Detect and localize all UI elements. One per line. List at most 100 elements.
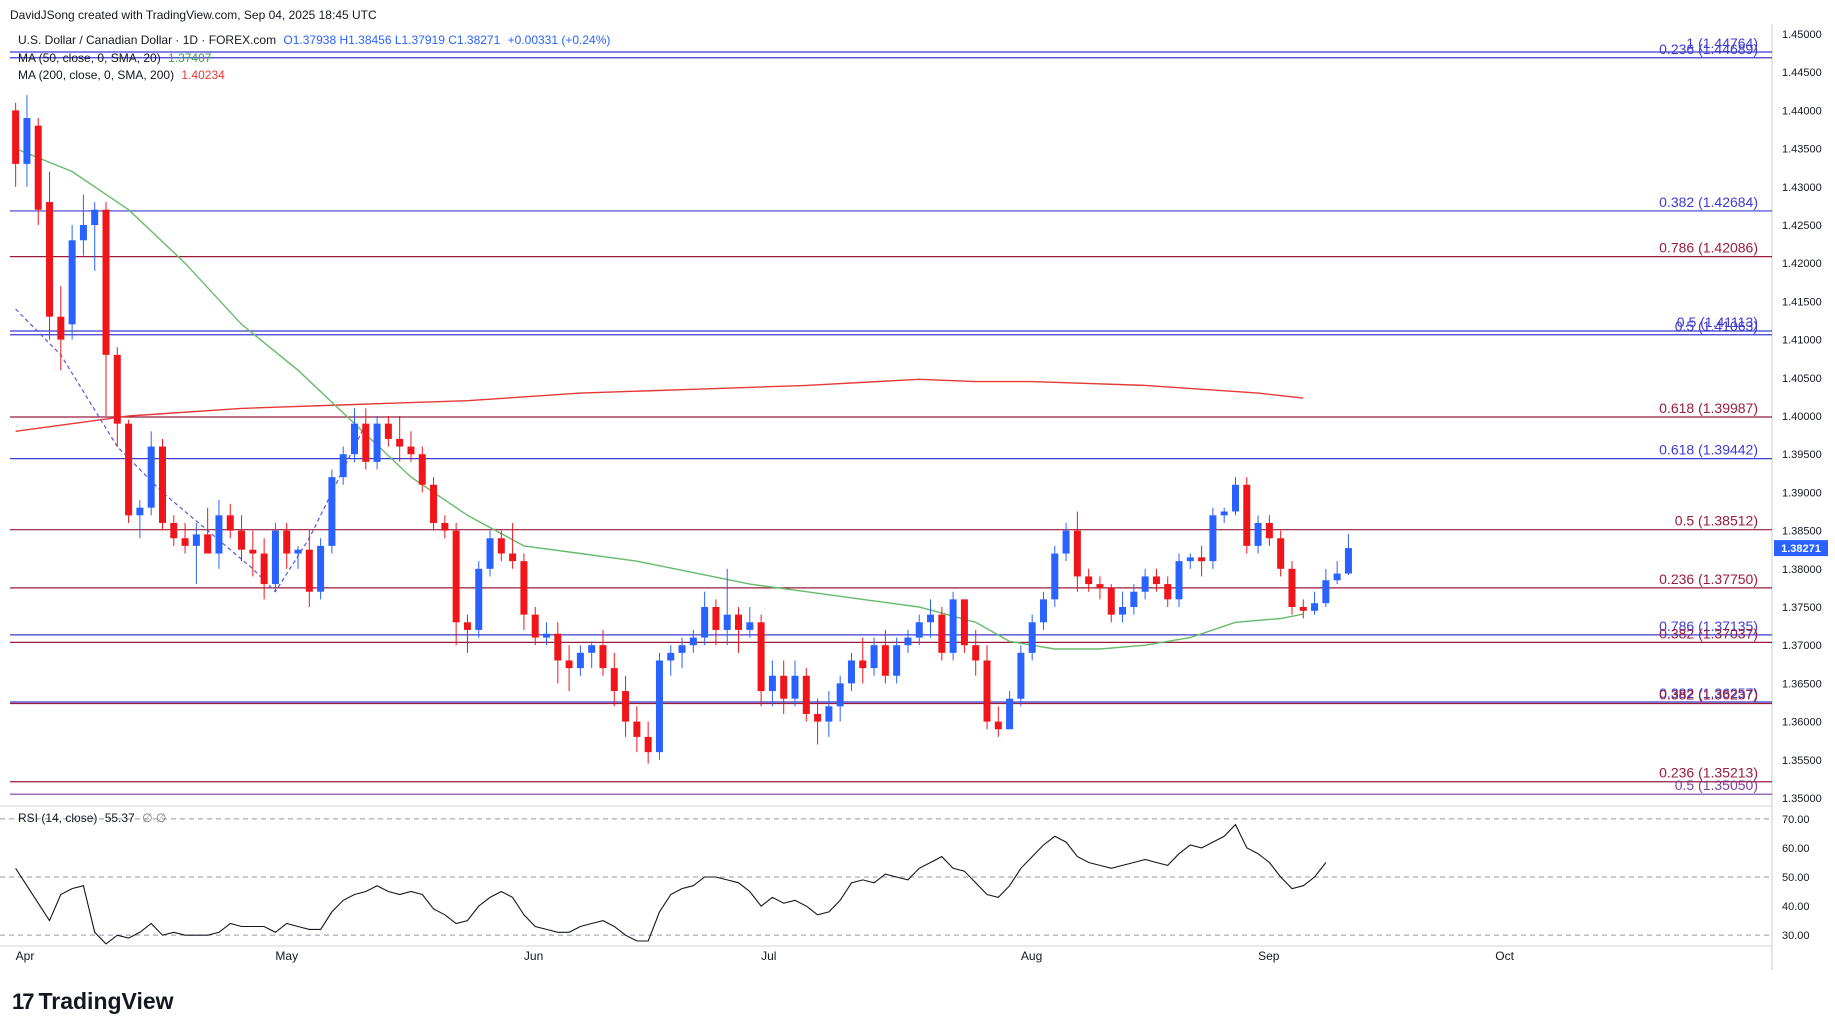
candle-body: [91, 209, 99, 225]
rsi-tick-label: 50.00: [1782, 872, 1810, 884]
candle-body: [1322, 580, 1330, 604]
ma50-legend[interactable]: MA (50, close, 0, SMA, 20) 1.37407: [18, 51, 215, 65]
candle-body: [565, 660, 573, 669]
fib-level-label: 0.382 (1.42684): [1659, 194, 1758, 210]
price-axis[interactable]: 1.35000 1.35500 1.36000 1.36500 1.37000 1.375…: [1774, 29, 1828, 942]
candle-body: [249, 549, 257, 554]
candle-body: [147, 446, 155, 508]
candle-body: [870, 645, 878, 669]
rsi-label: RSI (14, close): [18, 811, 98, 825]
price-tick-label: 1.37000: [1782, 640, 1822, 652]
candle-body: [441, 522, 449, 531]
candle-body: [712, 607, 720, 630]
candle-body: [34, 125, 42, 210]
candle-body: [1288, 568, 1296, 607]
fib-level-label: 0.382 (1.36237): [1659, 686, 1758, 702]
candle-body: [136, 507, 144, 516]
candle-body: [746, 622, 754, 630]
candle-body: [543, 633, 551, 638]
candle-body: [915, 622, 923, 638]
symbol-legend[interactable]: U.S. Dollar / Canadian Dollar · 1D · FOR…: [18, 33, 614, 47]
candle-body: [780, 675, 788, 699]
candle-body: [1096, 584, 1104, 588]
candlestick-series: [12, 95, 1352, 764]
candle-body: [768, 675, 776, 692]
candle-body: [430, 484, 438, 523]
candle-body: [588, 645, 596, 653]
candle-body: [125, 423, 133, 516]
candle-body: [68, 240, 76, 325]
candle-body: [791, 675, 799, 699]
candle-body: [994, 721, 1002, 730]
price-tick-label: 1.44000: [1782, 105, 1822, 117]
candle-body: [667, 652, 675, 661]
tradingview-logo[interactable]: 17 TradingView: [12, 988, 174, 1015]
candle-body: [949, 599, 957, 653]
rsi-extra: ∅ ∅: [142, 811, 167, 825]
time-axis[interactable]: Apr May Jun Jul Aug Sep Oct: [16, 949, 1515, 963]
price-tick-label: 1.43000: [1782, 182, 1822, 194]
time-tick-label: Aug: [1021, 949, 1042, 963]
price-tick-label: 1.38000: [1782, 564, 1822, 576]
fib-level-label: 0.382 (1.37037): [1659, 625, 1758, 641]
candle-body: [181, 538, 189, 546]
candle-body: [1073, 530, 1081, 577]
symbol-title: U.S. Dollar / Canadian Dollar · 1D · FOR…: [18, 33, 277, 47]
candle-body: [655, 660, 663, 753]
candle-body: [1220, 511, 1228, 516]
candle-body: [1299, 607, 1307, 611]
candle-body: [599, 645, 607, 669]
candle-body: [881, 645, 889, 676]
ma200-legend[interactable]: MA (200, close, 0, SMA, 200) 1.40234: [18, 68, 229, 82]
candle-body: [1028, 622, 1036, 653]
candle-body: [486, 538, 494, 569]
candle-body: [893, 645, 901, 676]
price-tick-label: 1.40000: [1782, 411, 1822, 423]
candle-body: [57, 316, 65, 340]
ohlc-values: O1.37938 H1.38456 L1.37919 C1.38271: [283, 33, 501, 47]
candle-body: [283, 530, 291, 554]
candle-body: [610, 668, 618, 692]
tradingview-logo-text: TradingView: [38, 988, 174, 1014]
rsi-value: 55.37: [104, 811, 135, 825]
candle-body: [701, 607, 709, 638]
fib-level-label: 0.618 (1.39987): [1659, 400, 1758, 416]
candle-body: [317, 545, 325, 592]
candle-body: [339, 454, 347, 478]
candle-body: [1107, 587, 1115, 615]
rsi-tick-label: 30.00: [1782, 930, 1810, 942]
fibonacci-levels: 1 (1.44764)0.236 (1.44689) 0.382 (1.42684…: [10, 35, 1772, 795]
candle-body: [520, 561, 528, 615]
candle-body: [723, 614, 731, 630]
candle-body: [1130, 591, 1138, 607]
time-tick-label: Jul: [761, 949, 776, 963]
fib-level-label: 0.786 (1.37135): [1659, 618, 1758, 634]
candle-body: [1141, 576, 1149, 592]
candle-body: [102, 209, 110, 355]
candle-body: [836, 683, 844, 707]
candle-body: [1152, 576, 1160, 585]
candle-body: [1231, 484, 1239, 512]
fib-level-label: 0.5 (1.41113): [1677, 314, 1758, 330]
rsi-line: [15, 823, 1327, 945]
candle-body: [328, 477, 336, 546]
time-tick-label: Jun: [524, 949, 543, 963]
candle-body: [260, 553, 268, 585]
rsi-tick-label: 70.00: [1782, 814, 1810, 826]
price-change: +0.00331 (+0.24%): [507, 33, 611, 47]
price-tick-label: 1.42500: [1782, 220, 1822, 232]
candle-body: [983, 660, 991, 722]
last-price-tag: [1774, 540, 1828, 557]
candle-body: [497, 538, 505, 554]
candle-body: [1017, 652, 1025, 699]
price-tick-label: 1.39500: [1782, 449, 1822, 461]
candle-body: [1311, 603, 1319, 611]
candle-body: [1006, 698, 1014, 730]
candle-body: [1209, 515, 1217, 562]
price-tick-label: 1.40500: [1782, 373, 1822, 385]
rsi-legend[interactable]: RSI (14, close) 55.37 ∅ ∅: [18, 811, 170, 825]
candle-body: [294, 549, 302, 554]
candle-body: [23, 118, 31, 164]
candle-body: [215, 515, 223, 554]
candle-body: [418, 454, 426, 485]
